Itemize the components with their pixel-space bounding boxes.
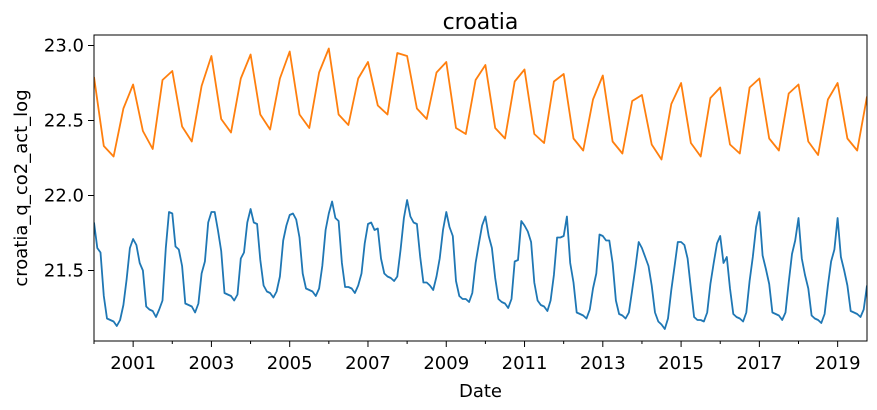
x-tick-label: 2001 [110, 353, 156, 374]
y-tick-label: 21.5 [44, 261, 84, 282]
y-axis-label: croatia_q_co2_act_log [11, 89, 32, 286]
ticks-layer: 2001 2003 2005 2007 2009 2011 2013 2015 2017 2019… [44, 36, 861, 375]
x-axis-label: Date [459, 381, 502, 402]
y-tick-label: 22.5 [44, 111, 84, 132]
y-tick-label: 22.0 [44, 186, 84, 207]
chart-title: croatia [443, 10, 519, 35]
x-tick-label: 2011 [502, 353, 548, 374]
x-tick-label: 2017 [736, 353, 782, 374]
x-tick-label: 2009 [423, 353, 469, 374]
x-tick-label: 2019 [815, 353, 861, 374]
y-tick-label: 23.0 [44, 36, 84, 57]
series-layer [94, 47, 867, 330]
x-tick-label: 2015 [658, 353, 704, 374]
x-tick-label: 2003 [189, 353, 235, 374]
series-line-1 [94, 47, 867, 161]
x-tick-label: 2005 [267, 353, 313, 374]
x-tick-label: 2013 [580, 353, 626, 374]
series-line-0 [94, 199, 867, 330]
x-tick-label: 2007 [345, 353, 391, 374]
plot-frame [93, 34, 868, 342]
